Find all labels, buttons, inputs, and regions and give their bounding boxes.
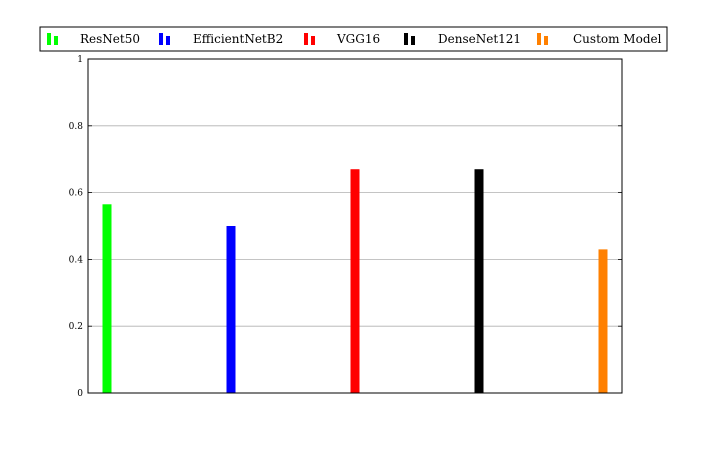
- legend-label: Custom Model: [573, 32, 662, 46]
- legend-swatch: [544, 36, 548, 45]
- legend: ResNet50 EfficientNetB2 VGG16 DenseNet121 Cu…: [39, 26, 668, 52]
- bar-efficientnetb2: [226, 226, 236, 393]
- legend-swatch: [304, 33, 308, 45]
- legend-swatch: [311, 36, 315, 45]
- legend-swatch: [54, 36, 58, 45]
- legend-item-vgg16: VGG16: [304, 32, 380, 46]
- bar-resnet50: [102, 204, 112, 393]
- legend-item-efficientnetb2: EfficientNetB2: [159, 32, 283, 46]
- legend-swatch: [166, 36, 170, 45]
- legend-swatch: [411, 36, 415, 45]
- axes-frame: [87, 58, 623, 394]
- y-tick-label: 0: [77, 389, 83, 399]
- bar-custom-model: [598, 249, 608, 393]
- y-tick-label: 0.4: [69, 255, 84, 265]
- legend-label: EfficientNetB2: [193, 32, 283, 46]
- legend-swatch: [404, 33, 408, 45]
- legend-label: DenseNet121: [438, 32, 521, 46]
- legend-box: [39, 26, 668, 52]
- y-tick-label: 0.2: [69, 322, 83, 332]
- legend-item-custom-model: Custom Model: [537, 32, 662, 46]
- bar-vgg16: [350, 169, 360, 393]
- y-tick-label: 0.6: [69, 189, 84, 199]
- legend-swatch: [159, 33, 163, 45]
- legend-swatch: [47, 33, 51, 45]
- legend-swatch: [537, 33, 541, 45]
- y-tick-label: 1: [77, 55, 83, 65]
- legend-label: VGG16: [336, 32, 380, 46]
- y-axis-ticks: 0 0.2 0.4 0.6 0.8 1: [69, 55, 622, 399]
- legend-label: ResNet50: [80, 32, 140, 46]
- legend-item-resnet50: ResNet50: [47, 32, 140, 46]
- plot-area: 0 0.2 0.4 0.6 0.8 1: [69, 55, 623, 399]
- y-tick-label: 0.8: [69, 122, 84, 132]
- bars: [102, 169, 608, 393]
- bar-densenet121: [474, 169, 484, 393]
- legend-item-densenet121: DenseNet121: [404, 32, 521, 46]
